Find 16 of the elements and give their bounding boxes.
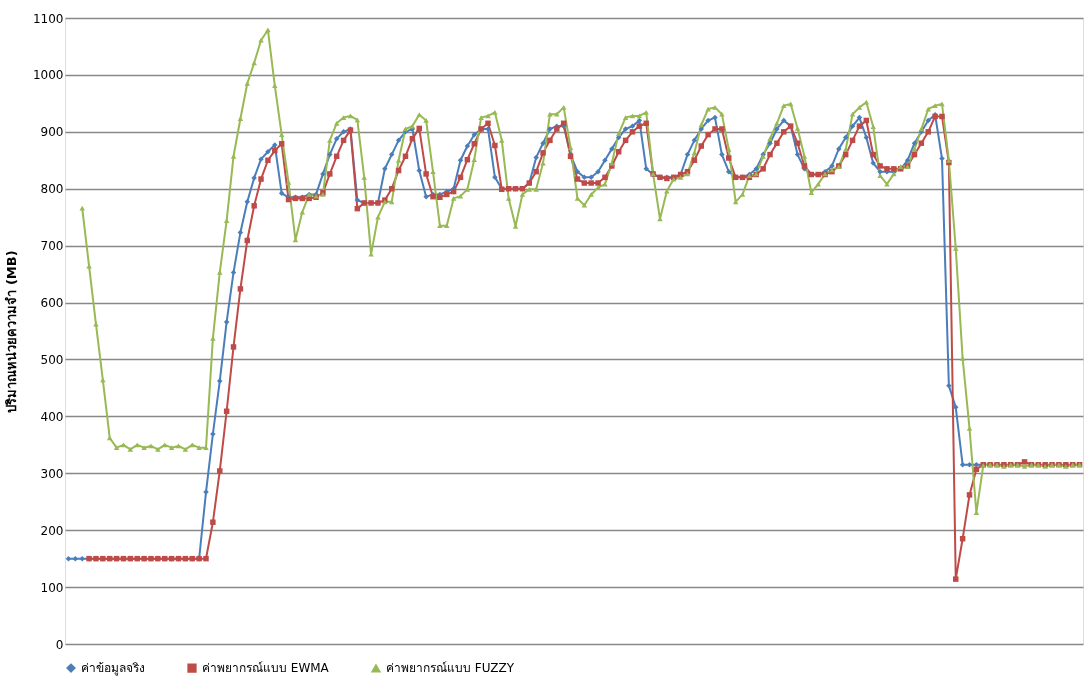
y-tick-label: 900 bbox=[40, 125, 64, 140]
y-tick-label: 300 bbox=[40, 466, 64, 481]
y-axis-title: ปริมาณหน่วยความจำ (MB) bbox=[3, 250, 19, 413]
y-tick-label: 700 bbox=[40, 239, 64, 254]
y-tick-label: 1100 bbox=[32, 11, 64, 26]
y-tick-label: 200 bbox=[40, 523, 64, 538]
y-tick-label: 600 bbox=[40, 296, 64, 311]
y-tick-label: 0 bbox=[55, 637, 64, 652]
y-tick-label: 1000 bbox=[32, 68, 64, 83]
legend-label: ค่าพยากรณ์แบบ FUZZY bbox=[386, 661, 515, 676]
y-tick-label: 500 bbox=[40, 352, 64, 367]
legend-label: ค่าข้อมูลจริง bbox=[81, 661, 145, 677]
y-tick-label: 800 bbox=[40, 182, 64, 197]
y-tick-label: 100 bbox=[40, 580, 64, 595]
y-tick-label: 400 bbox=[40, 409, 64, 424]
legend-label: ค่าพยากรณ์แบบ EWMA bbox=[202, 661, 330, 676]
